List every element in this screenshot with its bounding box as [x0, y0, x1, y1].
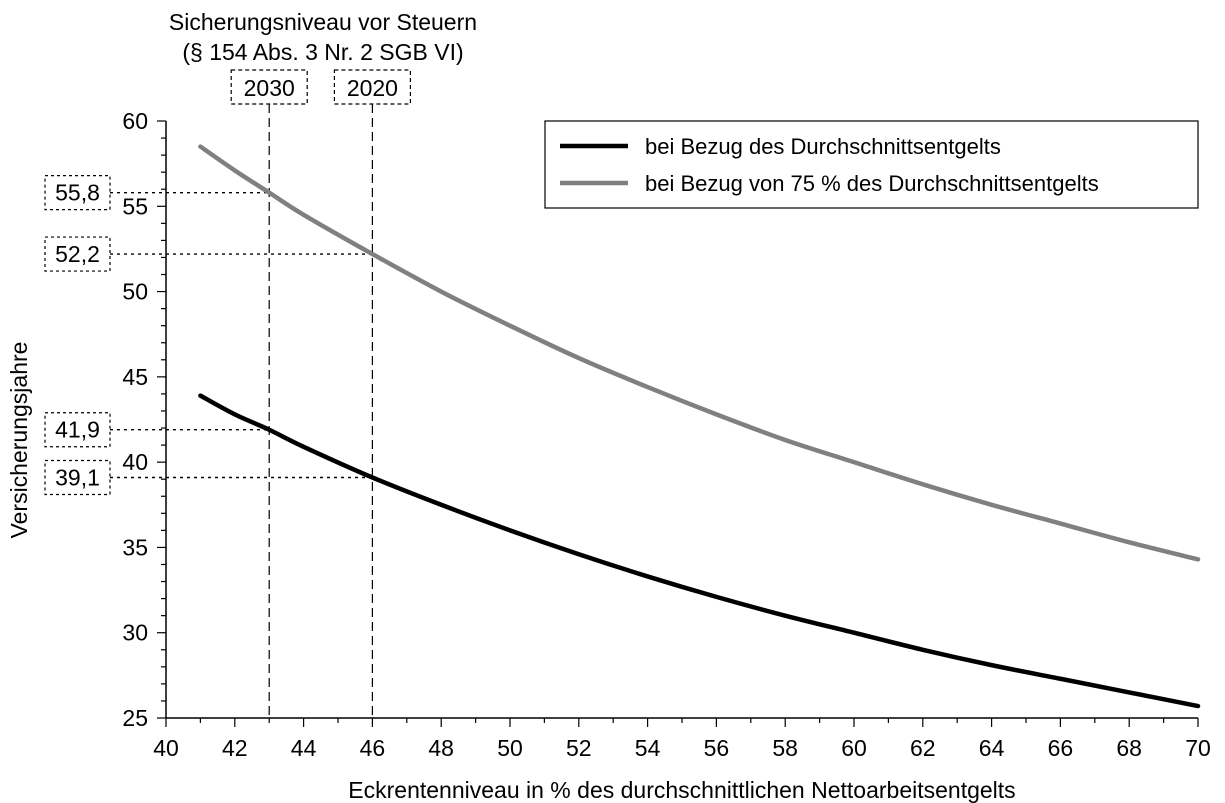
x-tick-label: 42	[222, 735, 248, 761]
legend-label-2: bei Bezug von 75 % des Durchschnittsentg…	[645, 171, 1099, 196]
horizontal-ref-box	[44, 459, 111, 496]
reference-title-line2: (§ 154 Abs. 3 Nr. 2 SGB VI)	[182, 39, 463, 65]
y-tick-label: 40	[122, 449, 148, 475]
horizontal-ref-label: 52,2	[55, 241, 100, 267]
reference-title-line1: Sicherungsniveau vor Steuern	[169, 9, 477, 35]
y-tick-label: 50	[122, 279, 148, 305]
reference-lines: 2030 2020 55,8 52,2 41,9 39,1	[44, 69, 411, 718]
y-tick-label: 45	[122, 364, 148, 390]
ticks: 40 42 44 46 48 50 52 54 56 58 60 62 64 66 68 70 25 30 35 40…	[122, 108, 1210, 761]
x-tick-label: 68	[1116, 735, 1142, 761]
y-tick-label: 35	[122, 534, 148, 560]
reference-title: Sicherungsniveau vor Steuern (§ 154 Abs.…	[169, 9, 477, 65]
x-tick-label: 62	[910, 735, 936, 761]
x-tick-label: 40	[153, 735, 179, 761]
horizontal-ref-box	[44, 412, 111, 448]
legend-label-1: bei Bezug des Durchschnittsentgelts	[645, 134, 1001, 159]
x-axis-label: Eckrentenniveau in % des durchschnittlic…	[348, 777, 1015, 803]
x-tick-label: 70	[1185, 735, 1211, 761]
x-tick-label: 52	[566, 735, 592, 761]
x-tick-label: 54	[635, 735, 661, 761]
horizontal-ref-box	[44, 175, 111, 211]
vertical-ref-label: 2020	[347, 75, 398, 101]
x-tick-label: 48	[428, 735, 454, 761]
x-tick-label: 64	[979, 735, 1005, 761]
x-tick-label: 44	[291, 735, 317, 761]
x-tick-label: 66	[1048, 735, 1074, 761]
series-layer	[198, 144, 1201, 709]
y-tick-label: 60	[122, 108, 148, 134]
horizontal-ref-label: 41,9	[55, 417, 100, 443]
legend-box	[544, 120, 1199, 209]
legend: bei Bezug des Durchschnittsentgelts bei …	[544, 120, 1199, 209]
x-tick-label: 50	[497, 735, 523, 761]
vertical-ref-box	[333, 69, 411, 105]
horizontal-ref-label: 55,8	[55, 180, 100, 206]
x-tick-label: 56	[704, 735, 730, 761]
series-line-1	[198, 393, 1201, 709]
y-axis-label: Versicherungsjahre	[6, 342, 32, 539]
horizontal-ref-label: 39,1	[55, 464, 100, 490]
series-line-2	[198, 144, 1201, 562]
vertical-ref-label: 2030	[244, 75, 295, 101]
y-tick-label: 30	[122, 620, 148, 646]
horizontal-ref-box	[44, 236, 111, 272]
y-tick-label: 25	[122, 705, 148, 731]
vertical-ref-box	[230, 69, 308, 105]
x-tick-label: 60	[841, 735, 867, 761]
x-tick-label: 46	[360, 735, 386, 761]
x-tick-label: 58	[772, 735, 798, 761]
axes	[165, 121, 1198, 719]
y-tick-label: 55	[122, 193, 148, 219]
